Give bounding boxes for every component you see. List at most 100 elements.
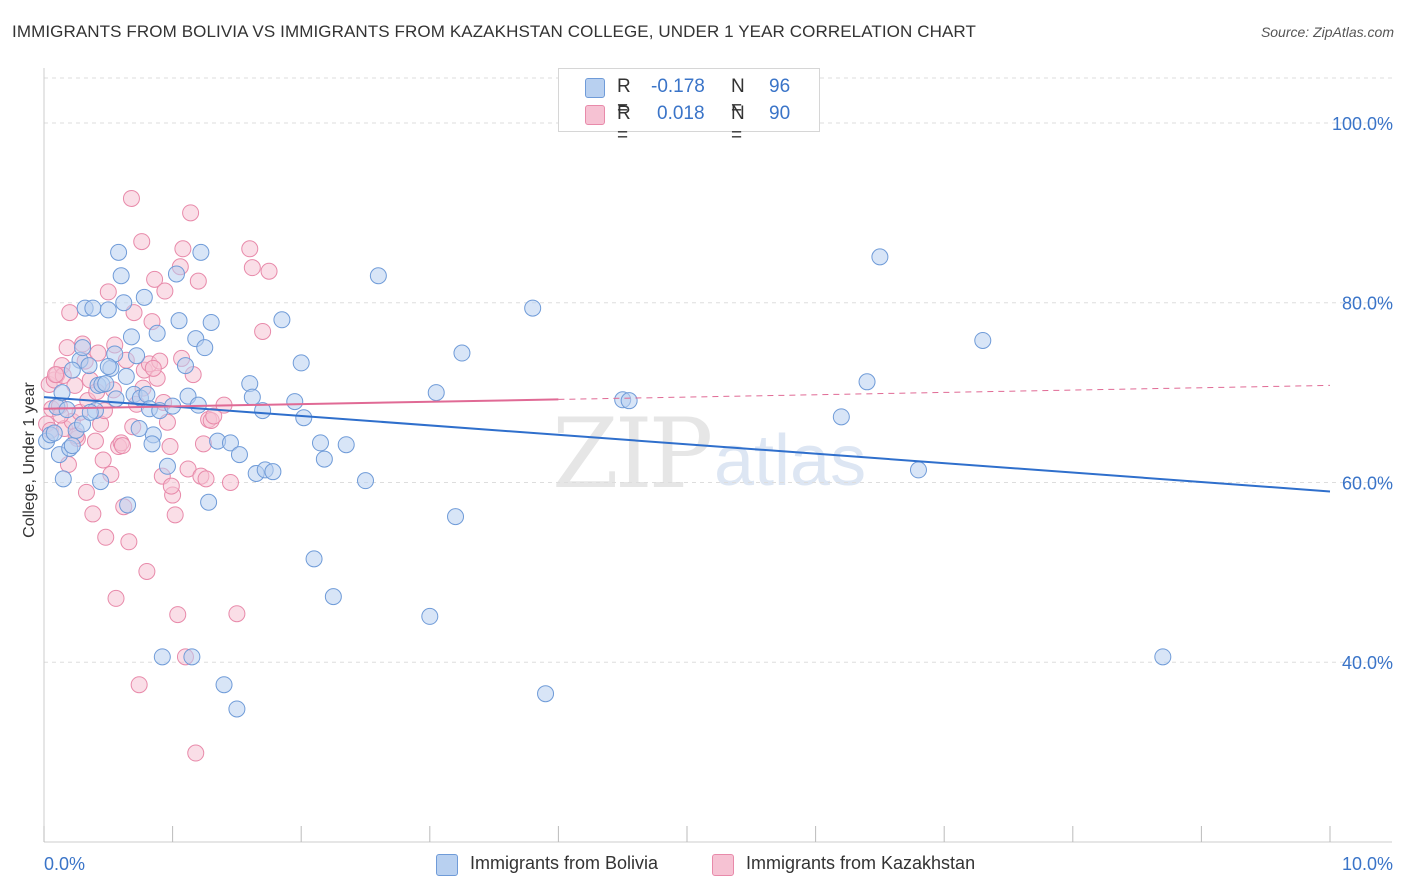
kazakhstan-point [138,562,156,580]
bolivia-point [112,267,130,285]
bolivia-point [447,508,465,526]
kazakhstan-point [146,270,164,288]
bolivia-point [183,648,201,666]
bolivia-point [63,361,81,379]
kazakhstan-point [47,366,65,384]
bolivia-legend-swatch [436,854,458,876]
legend-r-label: R = [617,76,631,119]
bolivia-point [871,248,889,266]
kazakhstan-swatch [585,105,605,125]
kazakhstan-point [130,676,148,694]
bolivia-point [832,408,850,426]
bolivia-point [135,288,153,306]
source-label: Source: ZipAtlas.com [1260,24,1394,40]
kazakhstan-point [162,477,180,495]
bolivia-point [230,446,248,464]
bolivia-point [974,331,992,349]
bolivia-point [128,347,146,365]
kazakhstan-point [77,483,95,501]
bolivia-point [357,472,374,490]
bolivia-point [421,607,439,625]
watermark-atlas: atlas [714,421,867,501]
bolivia-point [215,676,233,694]
kazakhstan-point [84,505,102,523]
kazakhstan-point [99,283,117,301]
bolivia-point [143,435,161,453]
axes [43,68,1392,843]
bolivia-point [53,384,71,402]
bolivia-point [324,588,342,606]
bolivia-point [196,339,214,357]
kazakhstan-point [169,606,187,624]
bolivia-point [74,339,92,357]
kazakhstan-point [179,460,197,478]
kazakhstan-point [205,407,223,425]
kazakhstan-r-value: 0.018 [657,103,705,124]
bolivia-point [524,299,542,317]
bolivia-point [92,473,110,491]
kazakhstan-legend-swatch [712,854,734,876]
legend-n-label: N = [731,76,745,119]
bolivia-point [74,415,92,433]
trend-lines [43,384,1331,493]
kazakhstan-point [197,470,215,488]
bolivia-point [97,375,115,393]
watermark-zip: ZIP [552,398,713,510]
bolivia-point [58,401,76,419]
kazakhstan-legend-label: Immigrants from Kazakhstan [746,853,976,873]
kazakhstan-point [243,259,261,277]
bolivia-point [337,436,355,454]
bolivia-point [1154,648,1172,666]
kazakhstan-point [122,189,140,207]
kazakhstan-n-value: 90 [769,103,791,124]
bolivia-legend-label: Immigrants from Bolivia [470,853,659,873]
kazakhstan-point [221,473,239,491]
bolivia-point [858,373,876,391]
bolivia-trend-line [43,396,1331,493]
kazakhstan-point [86,432,104,450]
kazakhstan-point [187,744,205,762]
bolivia-point [45,424,63,442]
gridlines [44,77,1392,663]
bolivia-point [305,550,323,568]
kazakhstan-point [194,435,212,453]
bolivia-point [909,461,927,479]
correlation-legend: R = -0.178 N = 96 R = 0.018 N = 90 [558,68,820,146]
y-tick-label: 60.0% [1342,473,1393,493]
kazakhstan-point [158,413,176,431]
legend-n-label: N = [731,103,745,146]
kazakhstan-point [189,272,207,290]
bolivia-point [221,434,239,452]
chart-title: IMMIGRANTS FROM BOLIVIA VS IMMIGRANTS FR… [12,22,976,41]
bolivia-point [122,328,140,346]
bolivia-points [38,243,1172,718]
bolivia-point [315,450,333,468]
bolivia-point [286,393,304,411]
bolivia-point [202,313,220,331]
kazakhstan-point [107,589,125,607]
bolivia-point [153,648,171,666]
bolivia-point [295,409,313,427]
bolivia-point [107,390,125,408]
kazakhstan-point [94,451,112,469]
bolivia-point [158,457,176,475]
kazakhstan-point [161,438,179,456]
kazakhstan-point [61,304,79,322]
bolivia-point [99,358,117,376]
bolivia-r-value: -0.178 [651,76,705,97]
kazakhstan-point [166,506,184,524]
kazakhstan-point [241,240,259,258]
bolivia-point [84,299,102,317]
kazakhstan-point [254,322,272,340]
kazakhstan-point [144,359,162,377]
bolivia-point [243,388,261,406]
bolivia-point [110,243,128,261]
bolivia-point [427,384,445,402]
legend-r-label: R = [617,103,631,146]
bolivia-point [170,312,188,330]
bolivia-point [99,301,117,319]
bolivia-point [167,265,185,283]
kazakhstan-point [228,605,246,623]
bolivia-point [81,403,99,421]
